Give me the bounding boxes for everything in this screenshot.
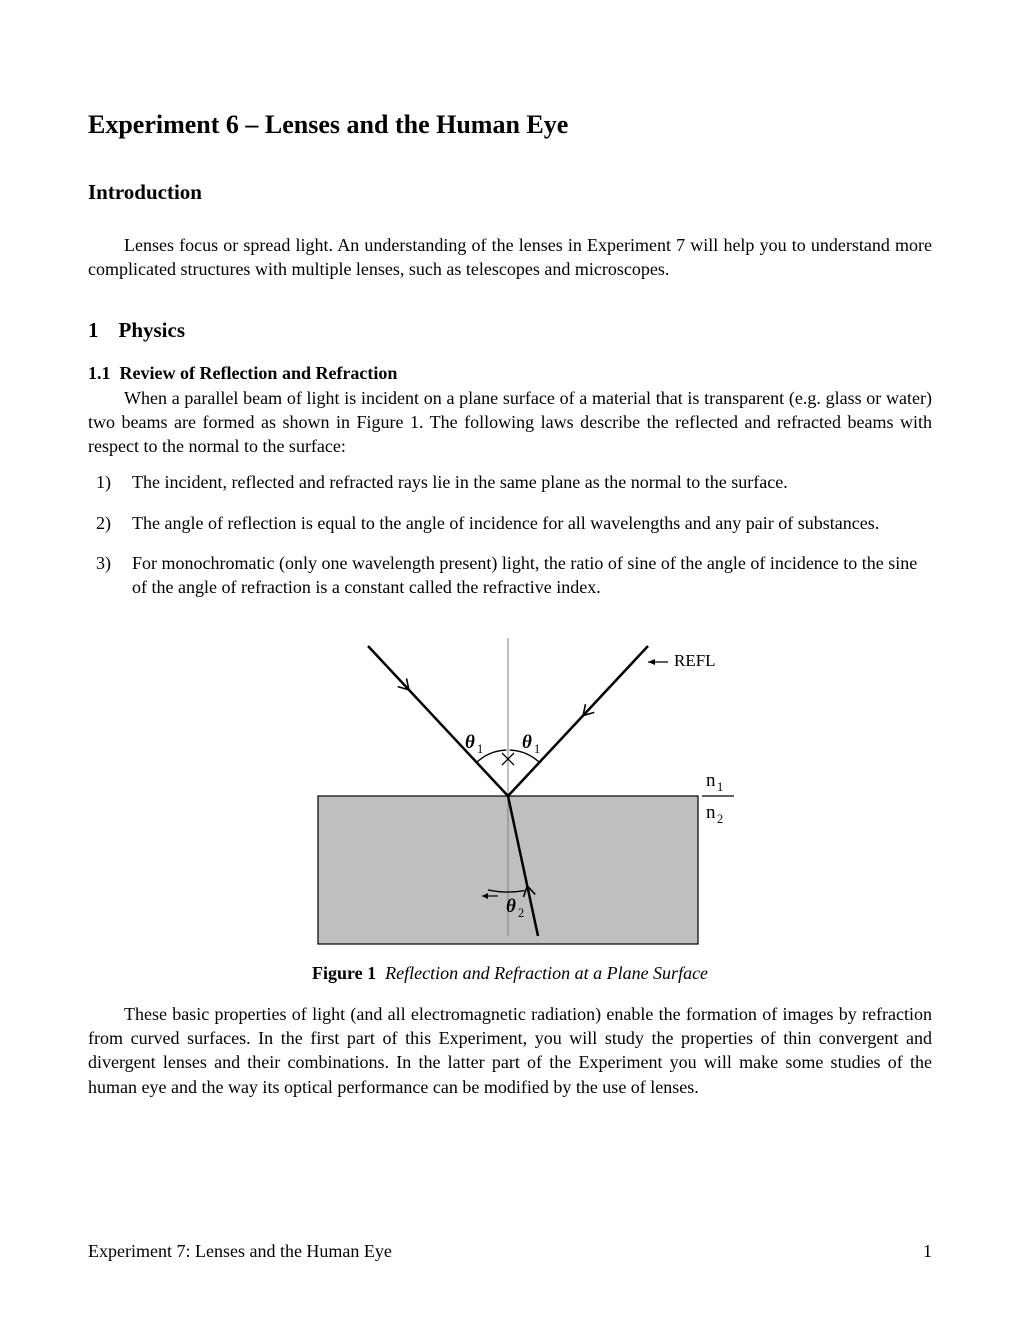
svg-text:n: n (706, 770, 716, 791)
footer-left: Experiment 7: Lenses and the Human Eye (88, 1241, 392, 1262)
svg-text:REFL: REFL (674, 651, 716, 670)
subsection-title: Review of Reflection and Refraction (120, 363, 398, 383)
section-title: Physics (119, 318, 186, 342)
intro-paragraph: Lenses focus or spread light. An underst… (88, 233, 932, 282)
figure-caption-text: Reflection and Refraction at a Plane Sur… (385, 963, 708, 983)
list-number: 2) (88, 511, 132, 535)
figure-caption: Figure 1 Reflection and Refraction at a … (88, 963, 932, 984)
subsection-paragraph: When a parallel beam of light is inciden… (88, 386, 932, 459)
list-text: The incident, reflected and refracted ra… (132, 470, 932, 494)
svg-text:1: 1 (477, 742, 483, 756)
list-number: 3) (88, 551, 132, 600)
reflection-refraction-diagram: θ1θ1θ2REFLn1n2 (276, 616, 744, 946)
svg-text:θ: θ (506, 896, 516, 917)
svg-text:1: 1 (717, 780, 723, 794)
page-footer: Experiment 7: Lenses and the Human Eye 1 (88, 1241, 932, 1262)
section-number: 1 (88, 318, 99, 342)
list-text: For monochromatic (only one wavelength p… (132, 551, 932, 600)
svg-text:2: 2 (518, 906, 524, 920)
list-item: 3) For monochromatic (only one wavelengt… (88, 551, 932, 600)
figure-1: θ1θ1θ2REFLn1n2 Figure 1 Reflection and R… (88, 616, 932, 984)
list-item: 2) The angle of reflection is equal to t… (88, 511, 932, 535)
svg-text:θ: θ (522, 732, 532, 753)
laws-list: 1) The incident, reflected and refracted… (88, 470, 932, 599)
subsection-heading: 1.1 Review of Reflection and Refraction (88, 363, 932, 384)
intro-heading: Introduction (88, 180, 932, 205)
page-title: Experiment 6 – Lenses and the Human Eye (88, 110, 932, 140)
figure-label: Figure 1 (312, 963, 376, 983)
svg-text:n: n (706, 802, 716, 823)
footer-page-number: 1 (923, 1241, 932, 1262)
list-item: 1) The incident, reflected and refracted… (88, 470, 932, 494)
svg-text:2: 2 (717, 812, 723, 826)
list-number: 1) (88, 470, 132, 494)
list-text: The angle of reflection is equal to the … (132, 511, 932, 535)
closing-paragraph: These basic properties of light (and all… (88, 1002, 932, 1099)
svg-text:1: 1 (534, 742, 540, 756)
svg-text:θ: θ (465, 732, 475, 753)
section-1-heading: 1 Physics (88, 318, 932, 343)
subsection-number: 1.1 (88, 363, 111, 383)
